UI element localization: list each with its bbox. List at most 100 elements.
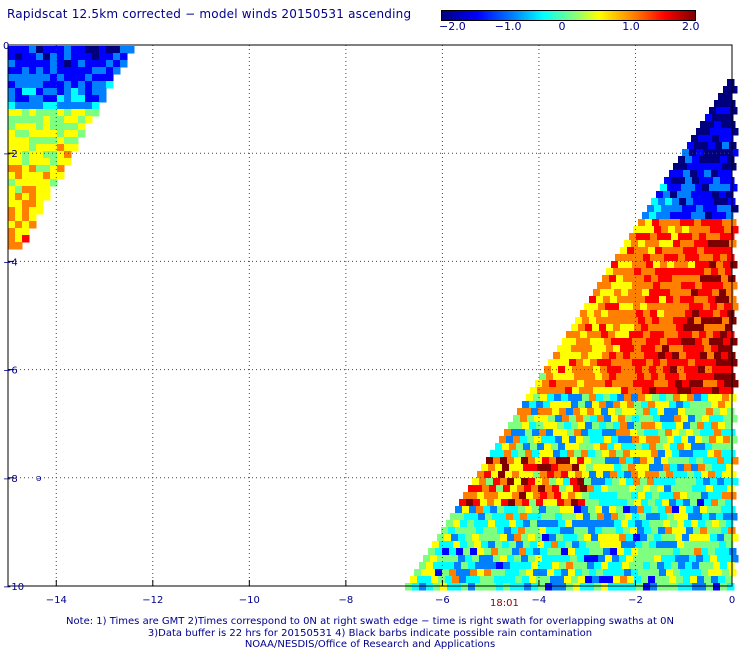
wind-cell bbox=[521, 555, 529, 563]
wind-cell bbox=[671, 310, 679, 318]
wind-cell bbox=[619, 534, 627, 542]
wind-cell bbox=[664, 254, 672, 262]
wind-cell bbox=[556, 534, 564, 542]
wind-cell bbox=[29, 102, 37, 110]
wind-cell bbox=[608, 583, 616, 591]
wind-cell bbox=[632, 261, 640, 269]
wind-cell bbox=[504, 527, 512, 535]
wind-cell bbox=[519, 471, 527, 479]
wind-cell bbox=[700, 275, 708, 283]
wind-cell bbox=[597, 338, 605, 346]
wind-cell bbox=[623, 506, 631, 514]
wind-cell bbox=[567, 450, 575, 458]
wind-cell bbox=[692, 156, 700, 164]
wind-cell bbox=[624, 296, 632, 304]
wind-cell bbox=[36, 151, 44, 159]
wind-cell bbox=[498, 471, 506, 479]
wind-cell bbox=[683, 345, 691, 353]
wind-cell bbox=[623, 352, 631, 360]
wind-cell bbox=[619, 380, 627, 388]
wind-cell bbox=[702, 513, 710, 521]
wind-cell bbox=[92, 53, 100, 61]
wind-cell bbox=[22, 88, 30, 96]
wind-cell bbox=[670, 464, 678, 472]
wind-cell bbox=[57, 172, 65, 180]
wind-cell bbox=[719, 387, 727, 395]
wind-cell bbox=[679, 198, 687, 206]
wind-cell bbox=[657, 331, 665, 339]
wind-cell bbox=[562, 436, 570, 444]
map-title: Rapidscat 12.5km corrected − model winds… bbox=[7, 7, 412, 21]
wind-cell bbox=[711, 247, 719, 255]
wind-cell bbox=[99, 46, 107, 54]
wind-cell bbox=[496, 562, 504, 570]
wind-cell bbox=[29, 172, 37, 180]
wind-cell bbox=[29, 214, 37, 222]
wind-cell bbox=[622, 485, 630, 493]
wind-cell bbox=[680, 492, 688, 500]
wind-cell bbox=[99, 74, 107, 82]
wind-cell bbox=[705, 520, 713, 528]
wind-cell bbox=[704, 401, 712, 409]
wind-cell bbox=[625, 436, 633, 444]
wind-cell bbox=[15, 165, 23, 173]
wind-cell bbox=[29, 123, 37, 131]
wind-cell bbox=[518, 429, 526, 437]
wind-cell bbox=[638, 219, 646, 227]
wind-cell bbox=[652, 240, 660, 248]
wind-cell bbox=[649, 387, 657, 395]
wind-cell bbox=[78, 102, 86, 110]
wind-cell bbox=[488, 541, 496, 549]
wind-cell bbox=[525, 506, 533, 514]
wind-cell bbox=[22, 165, 30, 173]
wind-cell bbox=[562, 359, 570, 367]
wind-cell bbox=[701, 471, 709, 479]
wind-cell bbox=[50, 95, 58, 103]
wind-cell bbox=[633, 478, 641, 486]
wind-cell bbox=[720, 485, 728, 493]
wind-cell bbox=[716, 338, 724, 346]
wind-cell bbox=[690, 401, 698, 409]
wind-cell bbox=[15, 144, 23, 152]
wind-cell bbox=[570, 380, 578, 388]
wind-cell bbox=[628, 443, 636, 451]
wind-cell bbox=[609, 450, 617, 458]
wind-cell bbox=[592, 401, 600, 409]
wind-cell bbox=[99, 60, 107, 68]
wind-cell bbox=[724, 457, 732, 465]
wind-cell bbox=[613, 345, 621, 353]
wind-cell bbox=[604, 436, 612, 444]
wind-cell bbox=[676, 324, 684, 332]
wind-cell bbox=[575, 569, 583, 577]
wind-cell bbox=[597, 282, 605, 290]
wind-cell bbox=[539, 450, 547, 458]
wind-cell bbox=[676, 422, 684, 430]
wind-cell bbox=[29, 81, 37, 89]
wind-cell bbox=[543, 576, 551, 584]
wind-cell bbox=[22, 123, 30, 131]
wind-cell bbox=[708, 240, 716, 248]
wind-cell bbox=[607, 387, 615, 395]
wind-cell bbox=[479, 478, 487, 486]
wind-cell bbox=[707, 429, 715, 437]
wind-cell bbox=[579, 541, 587, 549]
wind-cell bbox=[71, 109, 79, 117]
wind-cell bbox=[472, 555, 480, 563]
wind-cell bbox=[685, 485, 693, 493]
wind-cell bbox=[680, 471, 688, 479]
wind-cell bbox=[721, 198, 729, 206]
wind-cell bbox=[8, 95, 16, 103]
wind-cell bbox=[511, 450, 519, 458]
wind-cell bbox=[36, 207, 44, 215]
wind-cell bbox=[490, 450, 498, 458]
wind-cell bbox=[15, 67, 23, 75]
wind-cell bbox=[679, 450, 687, 458]
wind-cell bbox=[707, 275, 715, 283]
wind-cell bbox=[634, 345, 642, 353]
wind-cell bbox=[605, 555, 613, 563]
wind-cell bbox=[64, 53, 72, 61]
wind-cell bbox=[715, 471, 723, 479]
wind-cell bbox=[29, 109, 37, 117]
wind-cell bbox=[729, 142, 737, 150]
wind-cell bbox=[730, 415, 738, 423]
